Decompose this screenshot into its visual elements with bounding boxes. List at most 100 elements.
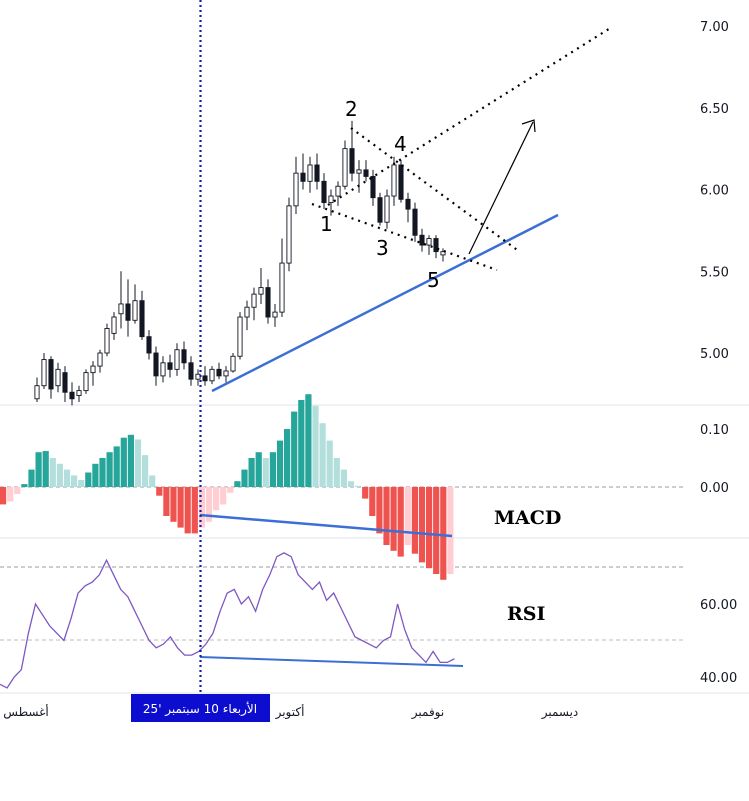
candle-body — [251, 293, 257, 308]
candle-body — [433, 238, 439, 253]
macd-histogram-bar — [163, 487, 170, 516]
candle-body — [34, 385, 40, 400]
price-tick-label: 5.00 — [700, 347, 729, 362]
month-label-december: ديسمبر — [541, 705, 579, 720]
macd-histogram-bar — [120, 437, 127, 487]
candle-body — [321, 180, 327, 204]
macd-tick-label: 0.00 — [700, 481, 729, 496]
breakout-arrow[interactable] — [468, 121, 534, 255]
macd-histogram-bar — [383, 487, 390, 545]
macd-histogram-bar — [184, 487, 191, 534]
macd-histogram-bar — [390, 487, 397, 551]
candle-body — [181, 349, 187, 364]
month-label-october: أكتوبر — [275, 704, 305, 720]
candle-body — [356, 169, 362, 174]
macd-histogram-bar — [326, 440, 333, 487]
price-tick-label: 5.50 — [700, 265, 729, 280]
macd-histogram-bar — [319, 423, 326, 487]
month-label-august: أغسطس — [3, 704, 48, 720]
candle-body — [314, 164, 320, 182]
macd-histogram-bar — [376, 487, 383, 534]
macd-histogram-bar — [106, 452, 113, 487]
macd-histogram-bar — [411, 487, 418, 554]
macd-histogram-bar — [0, 487, 7, 505]
candle-body — [419, 234, 425, 246]
candle-body — [370, 175, 376, 199]
macd-histogram-bar — [85, 472, 92, 487]
macd-histogram-bar — [78, 480, 85, 487]
candle-body — [384, 195, 390, 223]
macd-histogram-bar — [355, 485, 362, 487]
macd-histogram-bar — [99, 458, 106, 487]
macd-histogram-bar — [248, 458, 255, 487]
macd-histogram-bar — [71, 475, 78, 487]
candle-body — [391, 164, 397, 197]
y-axis: 5.00 5.50 6.00 6.50 7.00 0.10 0.00 60.00 40.00 — [700, 20, 737, 686]
wave-label-1: 1 — [320, 212, 333, 236]
macd-histogram-bar — [14, 487, 21, 494]
macd-histogram-bar — [177, 487, 184, 528]
candle-body — [237, 316, 243, 357]
candle-body — [83, 372, 89, 392]
macd-histogram-bar — [255, 452, 262, 487]
candle-body — [209, 368, 215, 382]
month-label-november: نوفمبر — [411, 705, 444, 720]
macd-histogram-bar — [170, 487, 177, 522]
cursor-date-label: الأربعاء 10 سبتمبر '25 — [143, 701, 257, 717]
macd-histogram-bar — [305, 394, 312, 487]
candle-body — [272, 311, 278, 318]
macd-histogram-bar — [213, 487, 220, 511]
wave-label-4: 4 — [394, 132, 407, 156]
rsi-divergence-trendline[interactable] — [199, 656, 464, 667]
candle-body — [48, 359, 54, 390]
candle-body — [160, 362, 166, 377]
macd-histogram-bar — [21, 484, 28, 487]
candle-body — [335, 185, 341, 197]
macd-histogram-bar — [262, 458, 269, 487]
candle-body — [167, 362, 173, 370]
candle-body — [62, 372, 68, 393]
macd-tick-label: 0.10 — [700, 423, 729, 438]
candle-body — [412, 208, 418, 236]
macd-histogram-bar — [113, 446, 120, 487]
wave-label-2: 2 — [345, 97, 358, 121]
candle-body — [342, 148, 348, 187]
macd-histogram-bar — [347, 481, 355, 487]
candle-body — [146, 336, 152, 354]
macd-histogram-bar — [92, 463, 99, 487]
candle-body — [426, 238, 432, 246]
macd-histogram-bar — [134, 439, 142, 487]
candle-body — [230, 355, 236, 372]
rsi-series — [0, 552, 455, 689]
price-candles — [34, 120, 446, 406]
macd-histogram-bar — [220, 487, 227, 505]
candle-body — [405, 198, 411, 210]
candle-body — [216, 368, 222, 377]
price-support-trendline[interactable] — [211, 213, 559, 393]
candle-body — [363, 169, 369, 177]
candle-body — [279, 262, 285, 313]
macd-histogram-bar — [340, 469, 347, 487]
macd-histogram-bar — [291, 411, 298, 487]
macd-histogram-bar — [397, 487, 404, 557]
macd-histogram — [0, 394, 454, 580]
macd-divergence-trendline[interactable] — [199, 513, 453, 538]
candle-body — [104, 328, 110, 354]
macd-histogram-bar — [269, 452, 276, 487]
candle-body — [76, 390, 82, 396]
macd-histogram-bar — [234, 481, 241, 487]
candle-body — [293, 172, 299, 207]
macd-histogram-bar — [56, 463, 63, 487]
wedge-lower-line[interactable] — [311, 202, 498, 272]
macd-histogram-bar — [440, 487, 447, 580]
candle-body — [328, 195, 334, 204]
price-tick-label: 7.00 — [700, 20, 729, 35]
candle-body — [377, 197, 383, 223]
candle-body — [223, 370, 229, 377]
candle-body — [111, 316, 117, 334]
candle-body — [139, 300, 145, 338]
macd-histogram-bar — [241, 469, 248, 487]
rsi-line — [0, 552, 455, 689]
